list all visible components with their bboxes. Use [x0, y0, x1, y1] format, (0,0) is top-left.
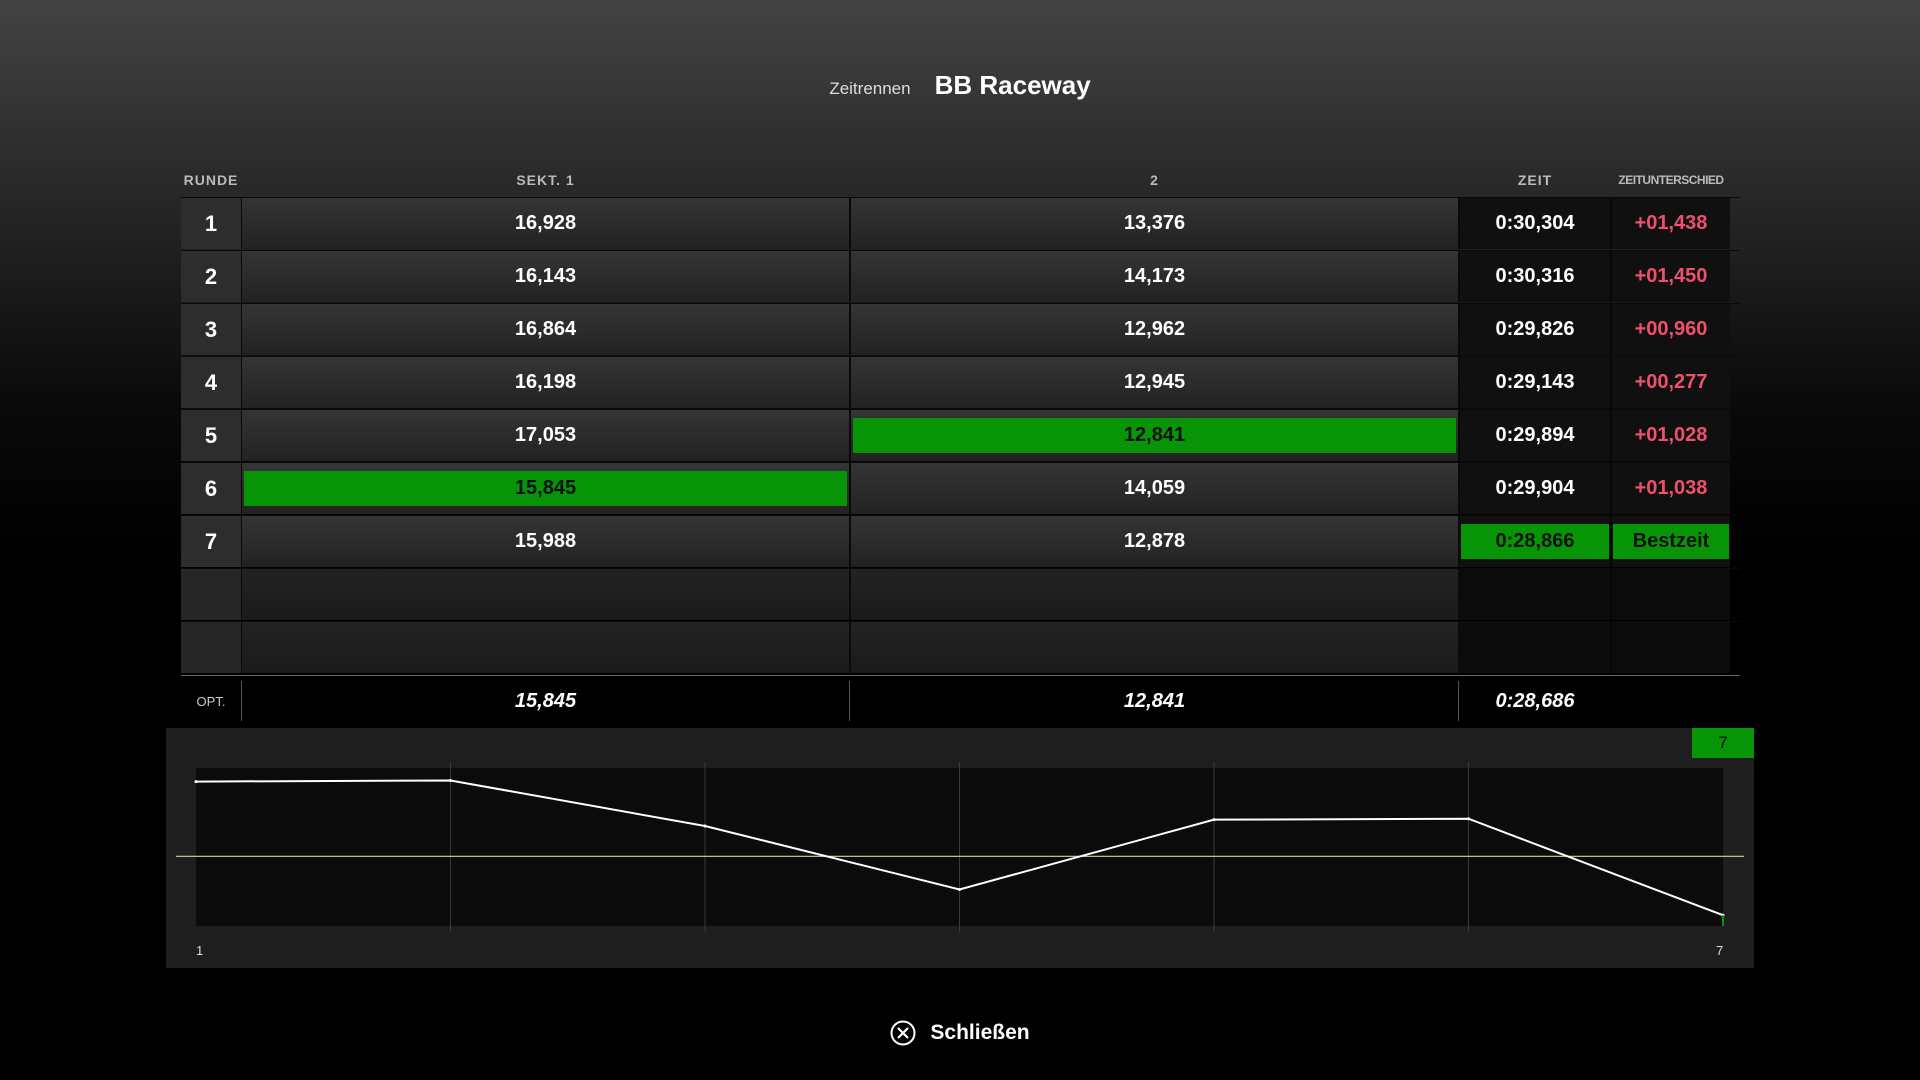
- sector2-time-best: 12,841: [851, 410, 1460, 461]
- lap-time: 0:30,304: [1460, 198, 1612, 249]
- data-point: [449, 778, 452, 782]
- optimal-sector2: 12,841: [851, 681, 1459, 721]
- table-row: 5 17,053 12,841 0:29,894 +01,028: [181, 409, 1740, 462]
- lap-time-best: 0:28,866: [1460, 516, 1612, 567]
- sector1-time: 16,864: [242, 304, 851, 355]
- best-sector2-highlight: 12,841: [853, 418, 1456, 453]
- sector2-time: 12,878: [851, 516, 1460, 567]
- lap-number: 7: [181, 516, 242, 567]
- lap-time: 0:30,316: [1460, 251, 1612, 302]
- optimal-row: OPT. 15,845 12,841 0:28,686: [181, 675, 1740, 728]
- chart-canvas: [176, 762, 1744, 932]
- lap-number-empty: [181, 622, 242, 673]
- table-row-empty: [181, 568, 1740, 621]
- sector1-empty: [242, 569, 851, 620]
- lap-number: 3: [181, 304, 242, 355]
- table-row: 6 15,845 14,059 0:29,904 +01,038: [181, 462, 1740, 515]
- track-name: BB Raceway: [934, 70, 1091, 100]
- close-label: Schließen: [930, 1021, 1030, 1044]
- time-difference: +00,277: [1612, 357, 1730, 408]
- lap-time-empty: [1460, 622, 1612, 673]
- selected-lap-badge[interactable]: 7: [1692, 728, 1754, 758]
- lap-time: 0:29,143: [1460, 357, 1612, 408]
- best-lap-time-highlight: 0:28,866: [1461, 524, 1609, 559]
- lap-number-empty: [181, 569, 242, 620]
- time-difference-empty: [1612, 622, 1730, 673]
- sector2-empty: [851, 569, 1460, 620]
- data-point: [194, 780, 198, 784]
- lap-number: 4: [181, 357, 242, 408]
- best-sector1-highlight: 15,845: [244, 471, 847, 506]
- col-diff-header: ZEITUNTERSCHIED: [1618, 173, 1724, 187]
- sector2-time: 12,945: [851, 357, 1460, 408]
- table-row: 4 16,198 12,945 0:29,143 +00,277: [181, 356, 1740, 409]
- time-difference: +01,028: [1612, 410, 1730, 461]
- optimal-label: OPT.: [181, 681, 242, 721]
- sector1-time: 15,988: [242, 516, 851, 567]
- sector1-time-best: 15,845: [242, 463, 851, 514]
- table-row: 2 16,143 14,173 0:30,316 +01,450: [181, 250, 1740, 303]
- x-axis-start-label: 1: [196, 943, 204, 958]
- col-time-header: ZEIT: [1517, 172, 1553, 188]
- x-axis-end-label: 7: [1716, 943, 1724, 958]
- title-bar: Zeitrennen BB Raceway: [0, 70, 1920, 101]
- lap-times-table: RUNDE SEKT. 1 2 ZEIT ZEITUNTERSCHIED 1 1…: [181, 164, 1740, 728]
- table-row-empty: [181, 621, 1740, 674]
- lap-time-empty: [1460, 569, 1612, 620]
- data-point: [958, 887, 961, 891]
- sector1-time: 17,053: [242, 410, 851, 461]
- lap-time: 0:29,894: [1460, 410, 1612, 461]
- lap-number: 6: [181, 463, 242, 514]
- table-row: 7 15,988 12,878 0:28,866 Bestzeit: [181, 515, 1740, 568]
- sector1-time: 16,928: [242, 198, 851, 249]
- lap-time-chart: 7 1 7: [166, 728, 1754, 968]
- sector2-time: 14,059: [851, 463, 1460, 514]
- cross-button-icon: [890, 1020, 916, 1046]
- best-lap-badge: Bestzeit: [1613, 524, 1729, 559]
- sector1-empty: [242, 622, 851, 673]
- col-sector1-header: SEKT. 1: [516, 172, 575, 188]
- close-button[interactable]: Schließen: [0, 1020, 1920, 1046]
- lap-number: 5: [181, 410, 242, 461]
- table-row: 3 16,864 12,962 0:29,826 +00,960: [181, 303, 1740, 356]
- sector2-time: 12,962: [851, 304, 1460, 355]
- mode-label: Zeitrennen: [829, 79, 911, 98]
- time-difference: Bestzeit: [1612, 516, 1730, 567]
- data-point: [703, 824, 707, 828]
- sector2-time: 14,173: [851, 251, 1460, 302]
- time-difference: +00,960: [1612, 304, 1730, 355]
- time-difference: +01,038: [1612, 463, 1730, 514]
- lap-time: 0:29,826: [1460, 304, 1612, 355]
- lap-number: 2: [181, 251, 242, 302]
- sector2-time: 13,376: [851, 198, 1460, 249]
- optimal-sector1: 15,845: [242, 681, 850, 721]
- data-point: [1467, 817, 1470, 821]
- optimal-time: 0:28,686: [1495, 690, 1575, 712]
- lap-number: 1: [181, 198, 242, 249]
- table-row: 1 16,928 13,376 0:30,304 +01,438: [181, 197, 1740, 250]
- lap-time: 0:29,904: [1460, 463, 1612, 514]
- sector1-time: 16,143: [242, 251, 851, 302]
- table-header: RUNDE SEKT. 1 2 ZEIT ZEITUNTERSCHIED: [181, 164, 1740, 197]
- data-point: [1212, 818, 1216, 822]
- time-difference: +01,450: [1612, 251, 1730, 302]
- col-sector2-header: 2: [1150, 172, 1159, 188]
- time-difference-empty: [1612, 569, 1730, 620]
- time-difference: +01,438: [1612, 198, 1730, 249]
- sector1-time: 16,198: [242, 357, 851, 408]
- col-lap-header: RUNDE: [183, 172, 239, 188]
- sector2-empty: [851, 622, 1460, 673]
